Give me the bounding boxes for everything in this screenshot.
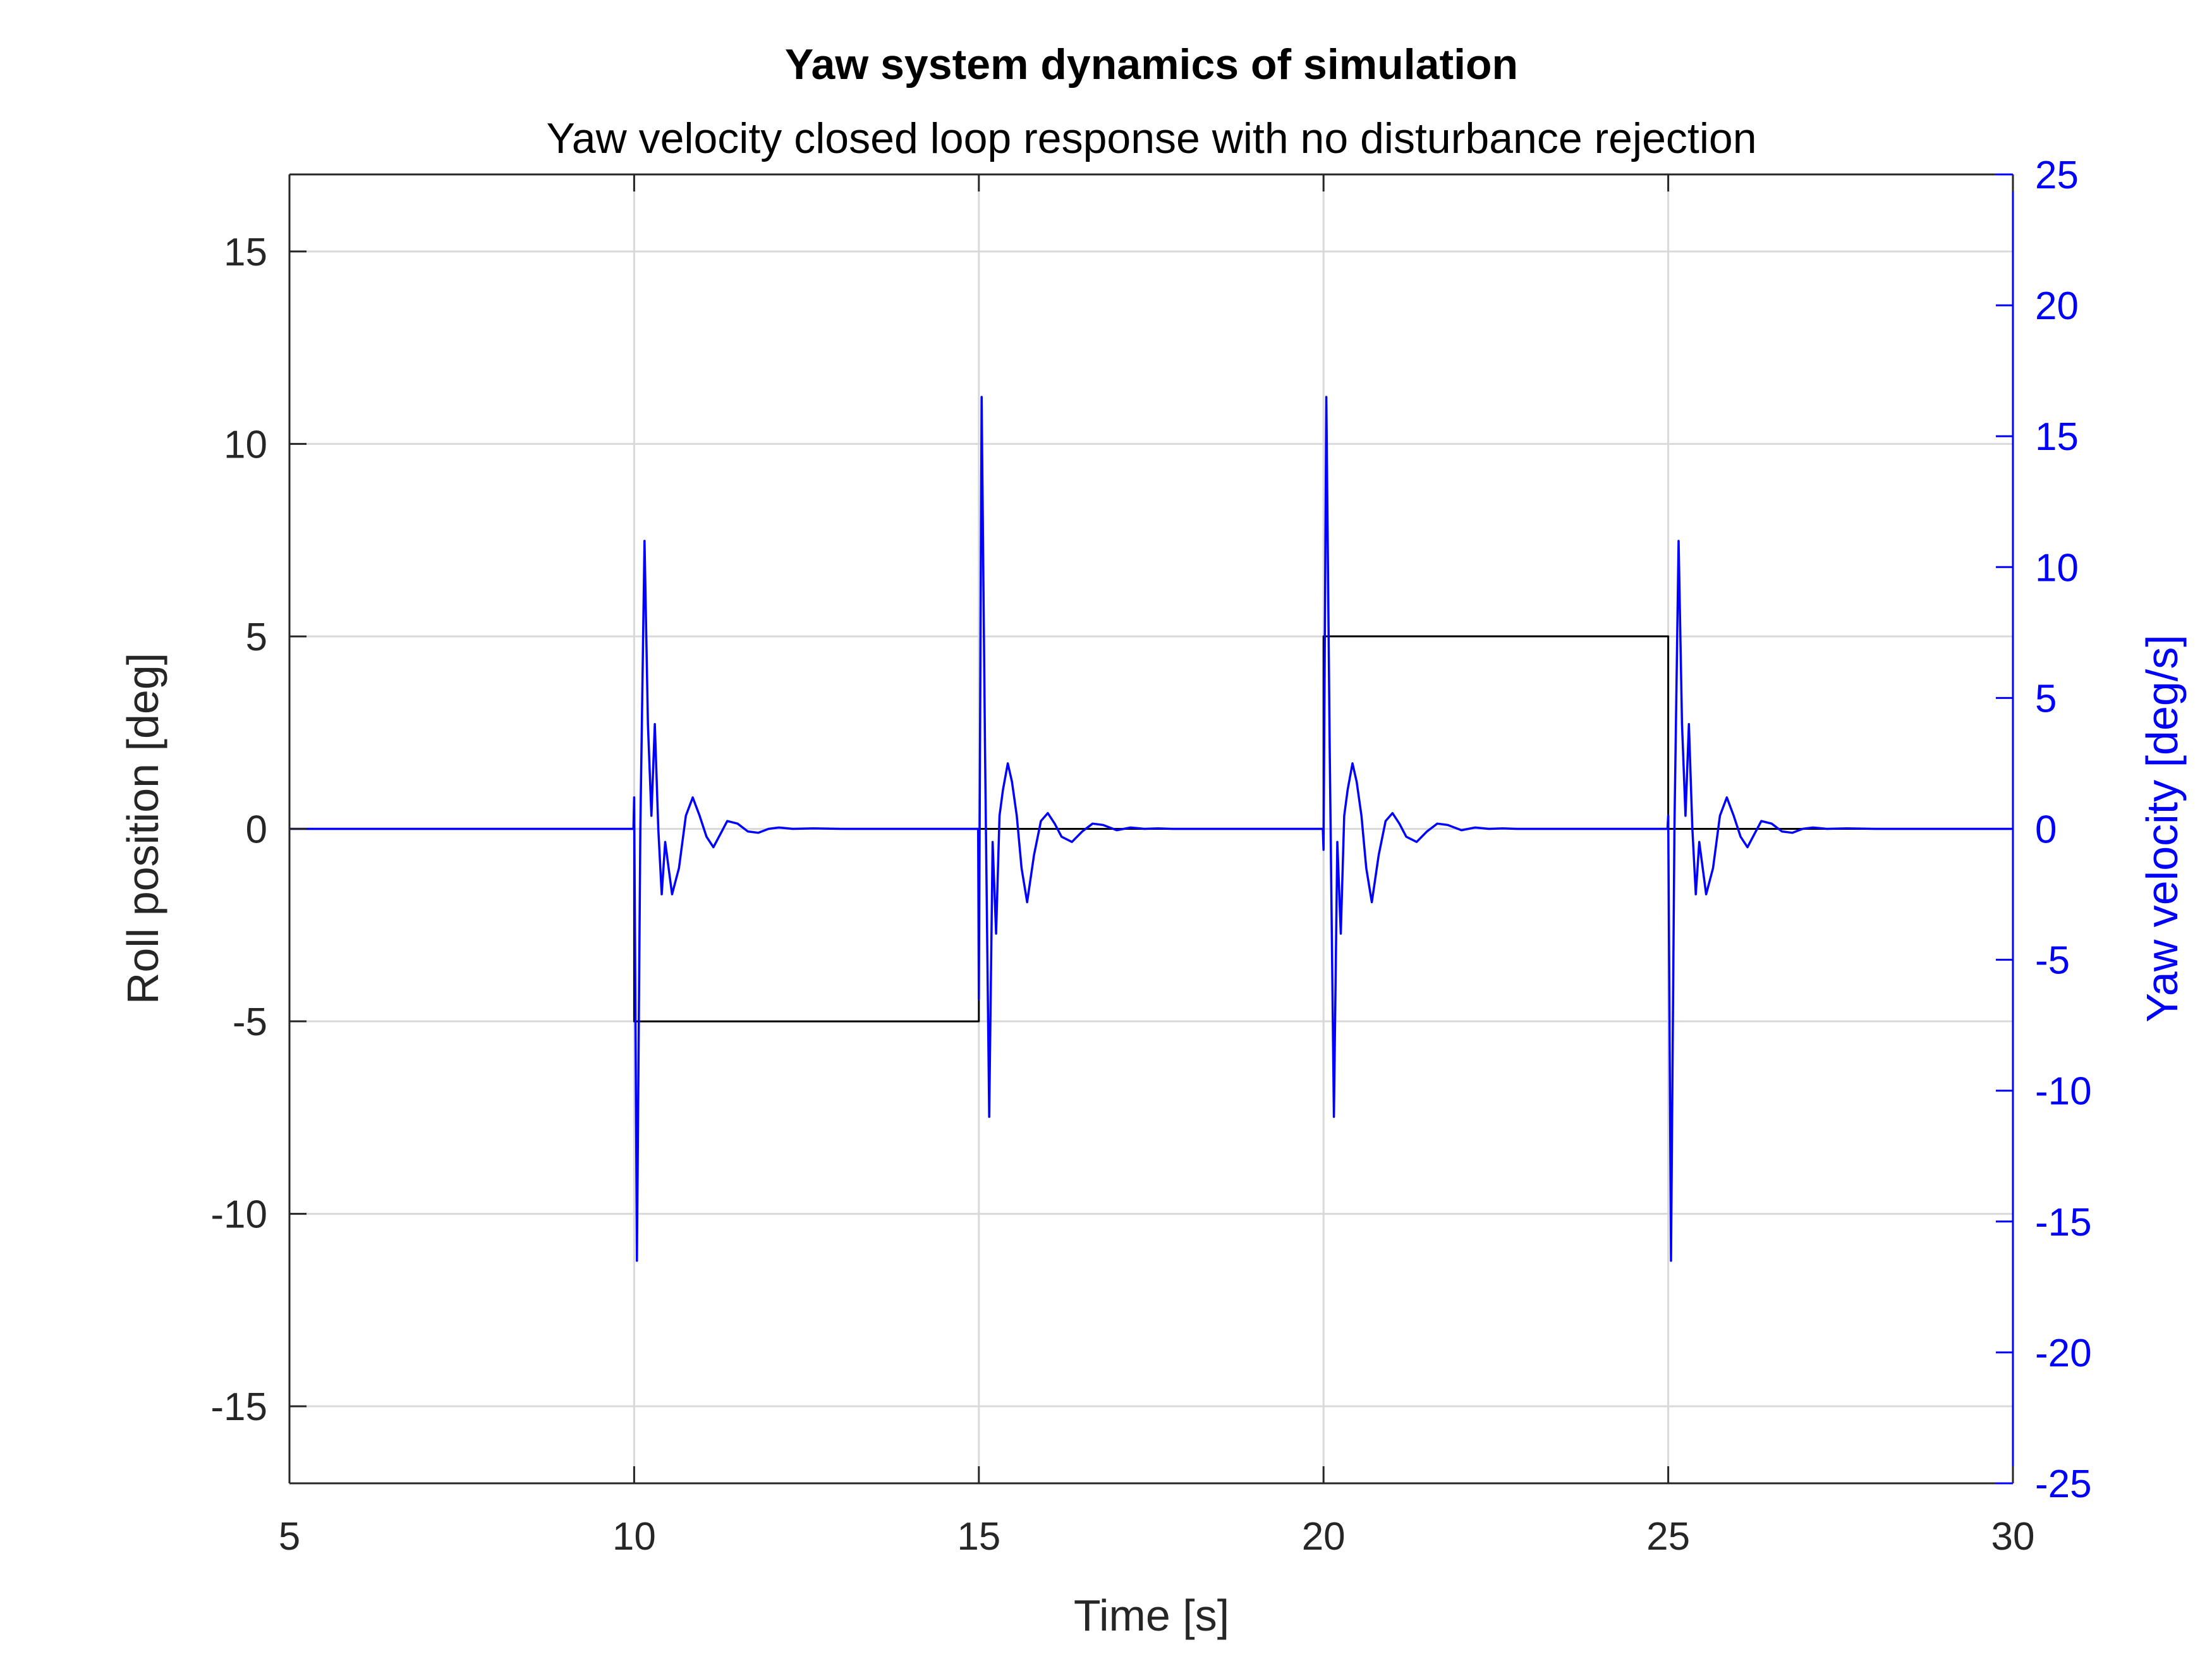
right-y-tick-label: 25 (2035, 154, 2079, 197)
yaw-velocity-line (289, 396, 2013, 1262)
x-tick-label: 30 (1991, 1515, 2035, 1559)
right-y-tick-label: 15 (2035, 415, 2079, 459)
x-tick-label: 5 (279, 1515, 300, 1559)
right-y-tick-label: -15 (2035, 1201, 2092, 1244)
left-y-tick-label: -10 (210, 1193, 267, 1237)
right-y-tick-label: 20 (2035, 284, 2079, 328)
left-y-tick-label: 5 (246, 616, 267, 659)
x-tick-label: 15 (957, 1515, 1000, 1559)
x-tick-label: 10 (612, 1515, 656, 1559)
chart-title: Yaw system dynamics of simulation (785, 40, 1518, 88)
left-y-axis-label: Roll position [deg] (118, 653, 167, 1004)
right-y-tick-label: 10 (2035, 546, 2079, 590)
x-tick-label: 25 (1646, 1515, 1690, 1559)
left-y-tick-label: -15 (210, 1385, 267, 1429)
left-y-tick-label: 15 (224, 231, 267, 274)
x-tick-label: 20 (1302, 1515, 1346, 1559)
right-y-tick-label: -10 (2035, 1070, 2092, 1114)
axis-ticks: 5 10 15 20 25 30 -15 -10 -5 0 5 10 15 -25 -20 -15 -10 -5 0… (210, 154, 2091, 1559)
right-y-tick-label: 0 (2035, 808, 2057, 852)
right-y-tick-label: -20 (2035, 1332, 2092, 1375)
x-axis-label: Time [s] (1074, 1591, 1229, 1640)
right-y-tick-label: 5 (2035, 677, 2057, 720)
yaw-velocity-series (289, 396, 2013, 1262)
left-y-tick-label: 0 (246, 808, 267, 852)
left-y-tick-label: -5 (233, 1000, 267, 1044)
right-y-tick-label: -5 (2035, 939, 2070, 983)
right-y-axis-label: Yaw velocity [deg/s] (2137, 635, 2187, 1022)
chart-subtitle: Yaw velocity closed loop response with n… (546, 114, 1756, 162)
left-y-tick-label: 10 (224, 423, 267, 466)
right-y-tick-label: -25 (2035, 1462, 2092, 1506)
